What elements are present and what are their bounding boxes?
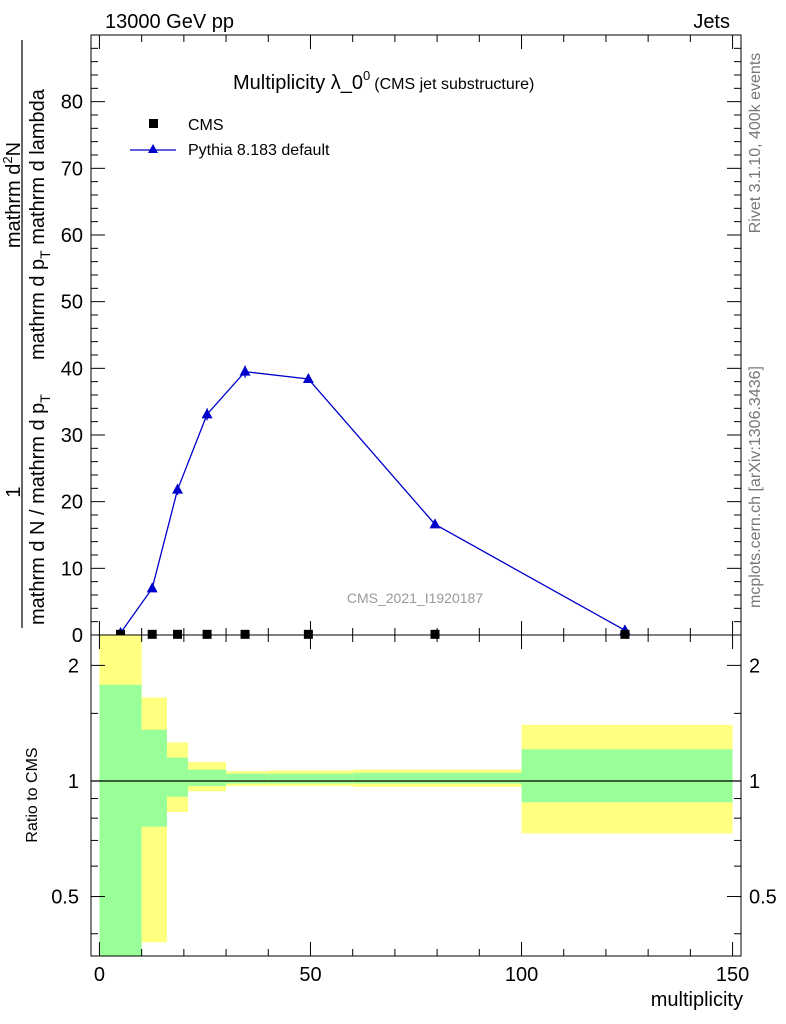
main-ylabel-upper: mathrm d2N xyxy=(0,142,25,248)
legend: CMS Pythia 8.183 default xyxy=(130,117,330,159)
main-ylabel-den-sub: T xyxy=(37,394,53,403)
ratio-ytick-label-right-0: 0.5 xyxy=(749,887,777,909)
main-ylabel-upper-rest: N xyxy=(3,142,25,156)
main-ytick-label-6: 60 xyxy=(61,225,83,247)
main-ylabel-lower-den: mathrm d p xyxy=(27,259,49,360)
main-ylabel-upper-d: mathrm d xyxy=(3,164,25,248)
main-ytick-label-7: 70 xyxy=(61,158,83,180)
series-pythia-line xyxy=(120,370,626,634)
ratio-ytick-label-left-2: 2 xyxy=(68,655,79,677)
ratio-band-inner-7 xyxy=(521,749,733,803)
chart-title-main: Multiplicity λ_0 xyxy=(233,72,363,94)
series-cms-point-0 xyxy=(116,629,126,639)
x-axis-label: multiplicity xyxy=(651,989,743,1011)
ratio-band-inner-1 xyxy=(141,729,167,827)
series-pythia-point-3 xyxy=(201,408,213,419)
series-pythia-point-5 xyxy=(302,373,314,383)
header-right: Jets xyxy=(693,11,730,33)
x-tick-label-0: 0 xyxy=(94,964,105,986)
series-cms-point-5 xyxy=(303,629,313,639)
legend-marker-cms xyxy=(149,119,158,128)
ratio-band-inner-5 xyxy=(268,773,353,784)
ratio-plot-frame xyxy=(90,634,742,957)
series-pythia-point-2 xyxy=(172,483,184,494)
main-ylabel-numerator: 1 xyxy=(3,486,25,497)
main-plot: 0 10 20 30 40 50 60 70 80 xyxy=(61,35,741,647)
legend-label-pythia: Pythia 8.183 default xyxy=(188,142,330,159)
ratio-plot: 0 50 100 150 0.5 0.5 1 1 2 2 xyxy=(51,635,777,986)
series-pythia-point-1 xyxy=(146,582,158,593)
main-ylabel-upper-sup: 2 xyxy=(0,156,15,163)
ratio-ytick-label-right-2: 2 xyxy=(749,655,760,677)
main-ylabel-lower-rest: mathrm d lambda xyxy=(27,88,49,250)
main-ytick-label-0: 0 xyxy=(72,625,83,647)
main-ylabel-lower: mathrm d pT mathrm d lambda xyxy=(27,88,53,360)
chart-title-sup: 0 xyxy=(363,68,370,83)
ratio-ylabel: Ratio to CMS xyxy=(24,747,41,842)
ratio-ytick-label-left-0: 0.5 xyxy=(51,887,79,909)
main-ytick-label-5: 50 xyxy=(61,292,83,314)
x-tick-label-3: 150 xyxy=(716,964,749,986)
ratio-ytick-label-right-1: 1 xyxy=(749,771,760,793)
main-ylabel-lower-sub: T xyxy=(37,250,53,259)
ratio-band-inner-4 xyxy=(226,773,269,784)
main-ytick-label-3: 30 xyxy=(61,425,83,447)
series-cms-point-4 xyxy=(240,629,250,639)
series-pythia-point-6 xyxy=(429,518,441,529)
main-ytick-label-2: 20 xyxy=(61,492,83,514)
ratio-ytick-label-left-1: 1 xyxy=(68,771,79,793)
main-ylabel-denominator: mathrm d N / mathrm d pT xyxy=(27,394,53,625)
ratio-band-inner-3 xyxy=(188,769,227,787)
series-cms-point-1 xyxy=(147,629,157,639)
main-ytick-label-1: 10 xyxy=(61,558,83,580)
ratio-band-inner-0 xyxy=(99,684,142,956)
series-cms-point-7 xyxy=(620,629,630,639)
main-ylabel-den-text: mathrm d N / mathrm d p xyxy=(27,403,49,625)
series-pythia-point-4 xyxy=(239,365,251,376)
ratio-band-inner-6 xyxy=(352,772,522,784)
legend-label-cms: CMS xyxy=(188,117,224,134)
side-label-mcplots: mcplots.cern.ch [arXiv:1306.3436] xyxy=(747,366,764,608)
series-cms-point-6 xyxy=(430,629,440,639)
x-tick-label-1: 50 xyxy=(299,964,321,986)
main-ylabel: 1 mathrm d N / mathrm d pT mathrm d2N ma… xyxy=(0,40,53,628)
side-label-rivet: Rivet 3.1.10, 400k events xyxy=(747,53,764,234)
main-ytick-label-8: 80 xyxy=(61,92,83,114)
chart-title-suffix: (CMS jet substructure) xyxy=(374,76,534,93)
legend-marker-pythia xyxy=(148,144,158,153)
main-ytick-label-4: 40 xyxy=(61,358,83,380)
series-cms-point-2 xyxy=(173,629,183,639)
header-left: 13000 GeV pp xyxy=(105,11,234,33)
series-cms-point-3 xyxy=(202,629,212,639)
ratio-band-inner-2 xyxy=(166,757,189,797)
x-tick-label-2: 100 xyxy=(505,964,538,986)
chart-title: Multiplicity λ_00 (CMS jet substructure) xyxy=(233,68,534,94)
watermark: CMS_2021_I1920187 xyxy=(347,590,483,606)
